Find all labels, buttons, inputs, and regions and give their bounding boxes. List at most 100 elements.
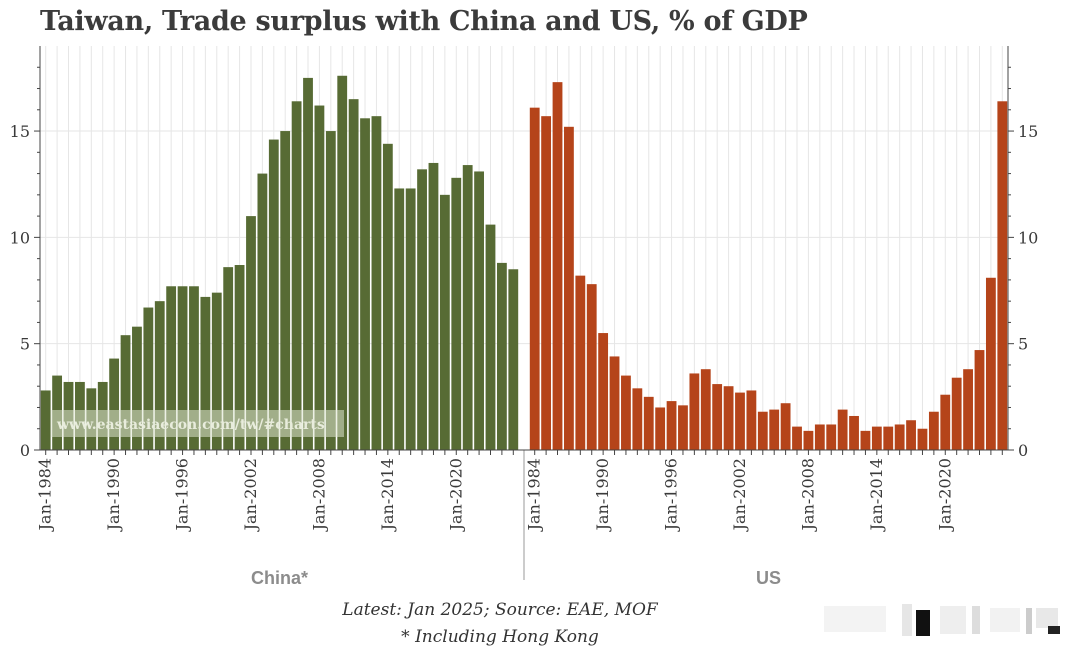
x-tick-label: Jan-2020 (446, 458, 465, 532)
watermark-text: www.eastasiaecon.com/tw/#charts (56, 417, 325, 433)
bar-us-1990 (598, 333, 609, 450)
bar-us-1994 (643, 396, 654, 450)
axes (34, 46, 1014, 580)
y-tick-label: 0 (20, 441, 30, 460)
bar-us-2004 (757, 411, 768, 450)
bar-us-2009 (814, 424, 825, 450)
bar-china-2015 (394, 188, 405, 450)
watermark: www.eastasiaecon.com/tw/#charts (51, 410, 344, 437)
bar-us-2006 (780, 403, 791, 450)
footnote: * Including Hong Kong (401, 627, 599, 647)
logo-icon (824, 604, 1060, 636)
bar-china-2004 (268, 139, 279, 450)
panel-label-china: China* (251, 568, 308, 588)
bar-us-2000 (712, 384, 723, 450)
bar-china-2018 (428, 162, 439, 450)
bar-us-1997 (678, 405, 688, 450)
x-tick-label: Jan-1990 (104, 458, 123, 532)
x-tick-label: Jan-2014 (378, 458, 397, 532)
bar-china-2005 (280, 131, 291, 451)
bar-china-2009 (325, 131, 336, 451)
bar-china-2011 (348, 99, 359, 450)
y-tick-label: 10 (10, 228, 30, 247)
bar-us-2014 (871, 426, 882, 450)
bar-us-2017 (906, 420, 916, 450)
bar-us-1989 (586, 284, 597, 450)
bar-us-2022 (963, 369, 973, 450)
x-tick-label: Jan-2014 (867, 458, 886, 532)
bar-china-2013 (371, 116, 382, 450)
bar-china-2003 (257, 173, 268, 450)
bar-us-2010 (826, 424, 837, 450)
bar-china-2012 (360, 118, 370, 450)
bar-us-2013 (860, 430, 871, 450)
bar-us-1991 (609, 356, 620, 450)
bar-china-2024 (496, 262, 507, 450)
bar-china-1992 (132, 326, 142, 450)
bar-us-2001 (723, 386, 734, 450)
y-tick-label: 15 (10, 122, 30, 141)
bar-china-2023 (485, 224, 496, 450)
panel-label-us: US (756, 568, 781, 588)
bar-us-2025 (997, 101, 1008, 450)
bar-china-1984 (40, 390, 51, 450)
bar-china-2007 (303, 77, 313, 450)
chart-title: Taiwan, Trade surplus with China and US,… (40, 6, 808, 37)
bar-us-1992 (621, 375, 631, 450)
x-tick-label: Jan-2020 (935, 458, 954, 532)
bar-us-2016 (894, 424, 905, 450)
source-note: Latest: Jan 2025; Source: EAE, MOF (342, 600, 658, 620)
bars (40, 75, 1008, 451)
bar-china-2022 (474, 171, 484, 450)
bar-china-2000 (223, 267, 234, 450)
bar-china-1993 (143, 307, 154, 450)
bar-us-2024 (985, 277, 996, 450)
x-tick-label: Jan-2008 (798, 458, 817, 532)
bar-china-1994 (154, 301, 165, 450)
bar-us-1993 (632, 388, 643, 450)
bar-us-2018 (917, 428, 928, 450)
bar-china-2010 (337, 75, 348, 450)
bar-us-2021 (951, 377, 962, 450)
bar-china-1990 (109, 358, 120, 450)
x-tick-label: Jan-2002 (241, 458, 260, 532)
bar-china-2006 (291, 101, 302, 450)
y-tick-label: 15 (1018, 122, 1038, 141)
bar-china-1996 (177, 286, 188, 450)
bar-us-2015 (883, 426, 894, 450)
bar-china-2020 (451, 177, 462, 450)
bar-china-1995 (166, 286, 177, 450)
watermark-box (51, 410, 344, 437)
bar-china-2008 (314, 105, 325, 451)
bar-china-2021 (462, 165, 473, 451)
x-tick-label: Jan-1996 (662, 458, 681, 532)
bar-china-2019 (439, 194, 450, 450)
bar-china-2017 (417, 169, 427, 451)
x-tick-label: Jan-2002 (730, 458, 749, 532)
bar-us-1986 (552, 82, 563, 450)
y-tick-label: 10 (1018, 228, 1038, 247)
bar-china-2002 (246, 216, 256, 450)
bar-us-1988 (575, 275, 586, 450)
bar-us-1996 (666, 401, 677, 450)
bar-us-2008 (803, 430, 814, 450)
bar-china-1999 (211, 292, 222, 450)
bar-us-2005 (769, 409, 780, 450)
bar-china-2014 (382, 143, 393, 450)
y-tick-label: 5 (1018, 335, 1028, 354)
chart-canvas: www.eastasiaecon.com/tw/#charts Jan-1984… (10, 46, 1039, 588)
bar-us-2002 (735, 392, 745, 450)
bar-us-2011 (837, 409, 848, 450)
bar-us-1999 (700, 369, 711, 450)
bar-us-1995 (655, 407, 666, 450)
bar-china-2025 (508, 269, 519, 450)
bar-china-2016 (405, 188, 416, 450)
bar-us-2007 (792, 426, 802, 450)
y-tick-label: 5 (20, 335, 30, 354)
bar-us-2012 (849, 415, 859, 450)
bar-us-2019 (928, 411, 939, 450)
bar-us-2023 (974, 350, 985, 450)
x-tick-label: Jan-2008 (309, 458, 328, 532)
axis-labels: Jan-1984 Jan-1990 Jan-1996 Jan-2002 Jan-2008… (10, 122, 1039, 588)
